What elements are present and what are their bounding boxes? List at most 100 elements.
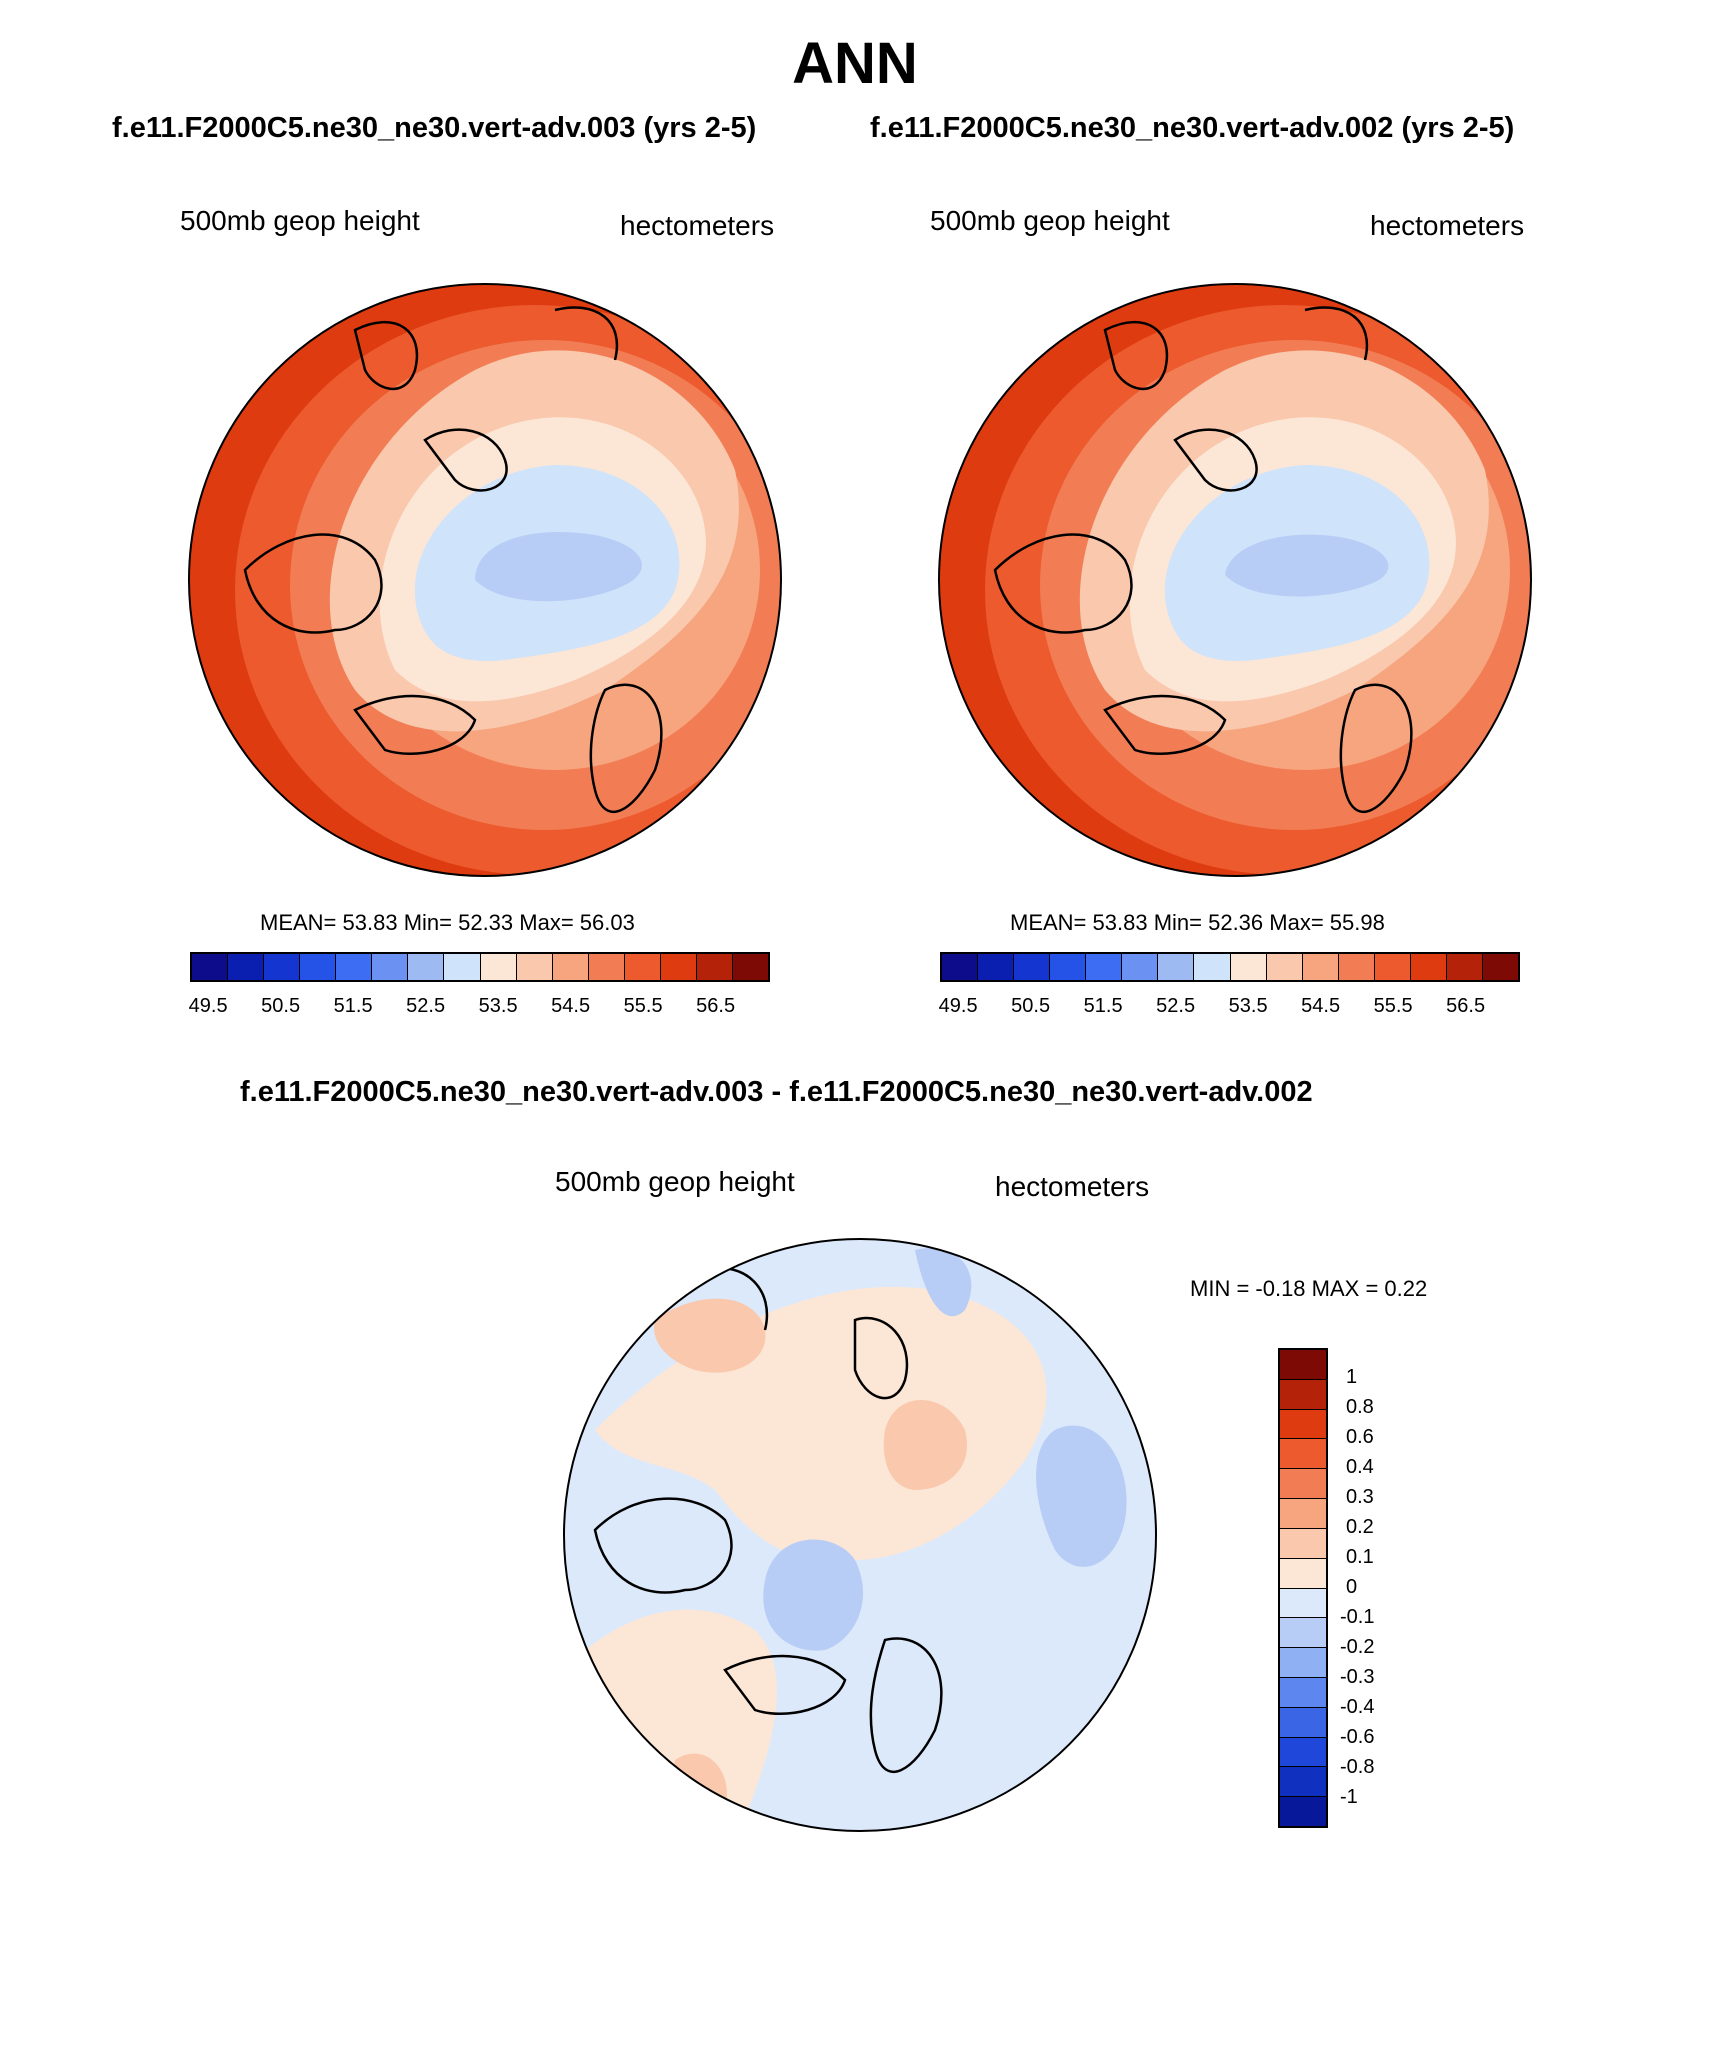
colorbar-swatch <box>1280 1409 1326 1440</box>
colorbar-swatch <box>1280 1379 1326 1410</box>
colorbar-swatch <box>660 954 697 980</box>
colorbar-swatch <box>1266 954 1303 980</box>
colorbar-tick-label: 0.2 <box>1346 1516 1374 1538</box>
map-cool-core <box>475 532 642 602</box>
colorbar-tick-label: -0.3 <box>1340 1666 1375 1688</box>
map-border <box>938 283 1532 877</box>
colorbar-swatch <box>1446 954 1483 980</box>
colorbar-tick-label: 52.5 <box>1156 995 1196 1017</box>
colorbar-tick-label: 53.5 <box>1228 995 1268 1017</box>
map-cool-core-2 <box>1036 1425 1127 1567</box>
colorbar-tick-label: 52.5 <box>406 995 446 1017</box>
colorbar-tick-label: 50.5 <box>261 995 301 1017</box>
panel2-polar-map <box>938 283 1532 877</box>
panel3-colorbar-labels: 1 0.8 0.6 0.4 0.3 0.2 0.1 0 -0.1 -0.2 -0.3 -0.4 -0.6… <box>1340 1348 1420 1828</box>
colorbar-tick-label: 51.5 <box>333 995 373 1017</box>
colorbar-swatch <box>1302 954 1339 980</box>
colorbar-swatch <box>300 954 337 980</box>
colorbar-swatch <box>1280 1737 1326 1768</box>
map-cool-core <box>1225 534 1389 597</box>
colorbar-tick-label: 0.8 <box>1346 1396 1374 1418</box>
colorbar-swatch <box>1280 1499 1326 1529</box>
colorbar-tick-label: 0.3 <box>1346 1486 1374 1508</box>
colorbar-tick-label: 0.4 <box>1346 1456 1374 1478</box>
panel3-stats: MIN = -0.18 MAX = 0.22 <box>1190 1276 1428 1301</box>
panel3-polar-map <box>563 1238 1157 1832</box>
map-warm-core-1 <box>654 1298 766 1373</box>
panel1-variable-label: 500mb geop height <box>180 205 420 236</box>
colorbar-swatch <box>444 954 481 980</box>
panel2-variable-label: 500mb geop height <box>930 205 1170 236</box>
colorbar-swatch <box>1280 1618 1326 1649</box>
panel3-units-label: hectometers <box>995 1171 1150 1202</box>
colorbar-tick-label: 56.5 <box>696 995 736 1017</box>
colorbar-swatch <box>1482 954 1518 980</box>
panel1-stats: MEAN= 53.83 Min= 52.33 Max= 56.03 <box>260 910 635 935</box>
colorbar-tick-label: 50.5 <box>1011 995 1051 1017</box>
colorbar-tick-label: -0.2 <box>1340 1636 1375 1658</box>
colorbar-swatch <box>336 954 373 980</box>
colorbar-swatch <box>1410 954 1447 980</box>
colorbar-tick-label: 0 <box>1346 1576 1358 1598</box>
colorbar-swatch <box>732 954 768 980</box>
subtitle-left: f.e11.F2000C5.ne30_ne30.vert-adv.003 (yr… <box>112 112 757 144</box>
panel2-colorbar-labels: 49.5 50.5 51.5 52.5 53.5 54.5 55.5 56.5 <box>938 995 1520 1019</box>
colorbar-swatch <box>1086 954 1123 980</box>
colorbar-tick-label: 53.5 <box>478 995 518 1017</box>
coastlines <box>993 306 1413 813</box>
map-warm-core-2 <box>883 1400 967 1490</box>
colorbar-swatch <box>1280 1350 1326 1380</box>
panel2-stats: MEAN= 53.83 Min= 52.36 Max= 55.98 <box>1010 910 1385 935</box>
colorbar-tick-label: 54.5 <box>1301 995 1341 1017</box>
colorbar-tick-label: -0.8 <box>1340 1756 1375 1778</box>
coastlines <box>243 306 663 813</box>
colorbar-swatch <box>1374 954 1411 980</box>
colorbar-swatch <box>1280 1797 1326 1826</box>
colorbar-swatch <box>624 954 661 980</box>
colorbar-tick-label: 0.1 <box>1346 1546 1374 1568</box>
colorbar-swatch <box>1122 954 1159 980</box>
colorbar-swatch <box>1280 1707 1326 1738</box>
colorbar-swatch <box>228 954 265 980</box>
colorbar-swatch <box>1338 954 1375 980</box>
colorbar-swatch <box>1014 954 1051 980</box>
subtitle-right: f.e11.F2000C5.ne30_ne30.vert-adv.002 (yr… <box>870 112 1515 144</box>
colorbar-tick-label: -1 <box>1340 1786 1358 1808</box>
colorbar-tick-label: 49.5 <box>938 995 978 1017</box>
colorbar-swatch <box>552 954 589 980</box>
panel1-colorbar-labels: 49.5 50.5 51.5 52.5 53.5 54.5 55.5 56.5 <box>188 995 770 1019</box>
colorbar-swatch <box>1280 1558 1326 1589</box>
colorbar-swatch <box>372 954 409 980</box>
colorbar-tick-label: 49.5 <box>188 995 228 1017</box>
panel1-polar-map <box>188 283 782 877</box>
colorbar-swatch <box>1280 1439 1326 1470</box>
colorbar-swatch <box>408 954 445 980</box>
colorbar-swatch <box>1280 1677 1326 1708</box>
colorbar-swatch <box>1158 954 1195 980</box>
colorbar-swatch <box>588 954 625 980</box>
colorbar-tick-label: -0.4 <box>1340 1696 1375 1718</box>
panel2-colorbar <box>940 952 1520 982</box>
colorbar-tick-label: 1 <box>1346 1366 1358 1388</box>
map-border <box>188 283 782 877</box>
map-cool-core-3 <box>915 1248 972 1317</box>
colorbar-swatch <box>942 954 979 980</box>
colorbar-swatch <box>978 954 1015 980</box>
panel1-units-label: hectometers <box>620 210 775 241</box>
panel2-units-label: hectometers <box>1370 210 1525 241</box>
colorbar-swatch <box>264 954 301 980</box>
colorbar-swatch <box>480 954 517 980</box>
colorbar-swatch <box>696 954 733 980</box>
colorbar-tick-label: 0.6 <box>1346 1426 1374 1448</box>
colorbar-tick-label: -0.6 <box>1340 1726 1375 1748</box>
panel1-colorbar <box>190 952 770 982</box>
colorbar-tick-label: 55.5 <box>623 995 663 1017</box>
colorbar-tick-label: 56.5 <box>1446 995 1486 1017</box>
panel3-colorbar <box>1278 1348 1328 1828</box>
colorbar-swatch <box>1280 1528 1326 1559</box>
colorbar-swatch <box>1280 1648 1326 1678</box>
coastlines <box>593 1266 943 1773</box>
colorbar-tick-label: 51.5 <box>1083 995 1123 1017</box>
colorbar-swatch <box>516 954 553 980</box>
figure-title: ANN <box>792 31 918 96</box>
